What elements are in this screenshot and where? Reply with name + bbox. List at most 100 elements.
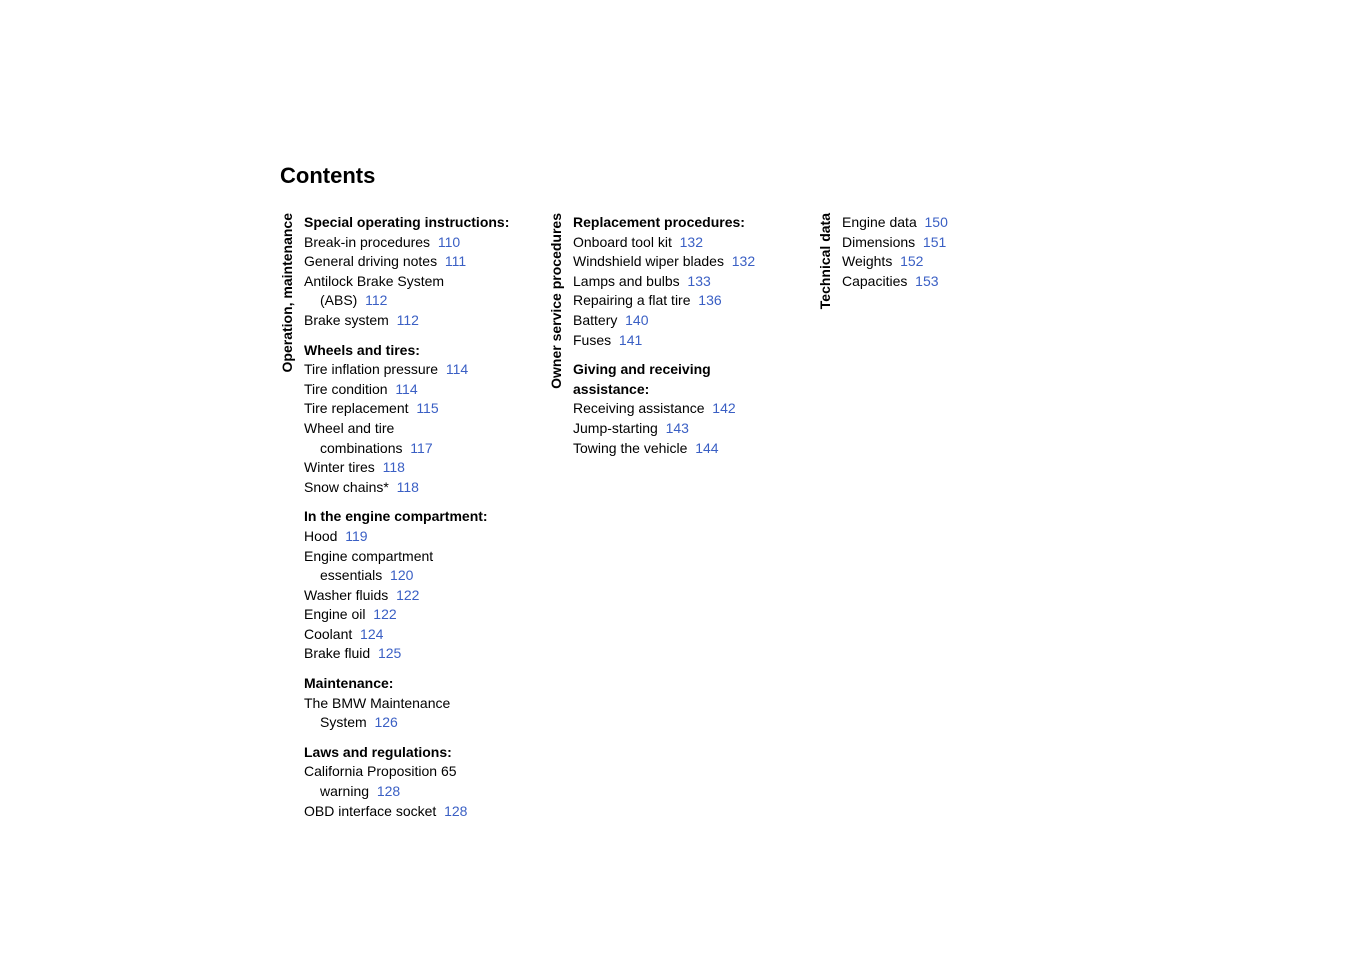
toc-entry: General driving notes 111 — [304, 252, 539, 272]
entry-text: Tire inflation pressure — [304, 361, 438, 377]
page-link[interactable]: 117 — [410, 440, 432, 456]
page-link[interactable]: 132 — [732, 253, 755, 269]
toc-entry: Brake fluid 125 — [304, 644, 539, 664]
entry-text: Receiving assistance — [573, 400, 705, 416]
entry-text: Repairing a flat tire — [573, 292, 691, 308]
entry-cont-text: warning — [320, 783, 369, 799]
entry-continuation: (ABS) 112 — [304, 291, 539, 311]
toc-entry: Winter tires 118 — [304, 458, 539, 478]
entry-text: Snow chains* — [304, 479, 389, 495]
page-link[interactable]: 136 — [698, 292, 721, 308]
entry-text: Windshield wiper blades — [573, 253, 724, 269]
entry-text: Hood — [304, 528, 337, 544]
page-title: Contents — [280, 163, 1080, 189]
page-link[interactable]: 114 — [446, 361, 468, 377]
page-link[interactable]: 141 — [619, 332, 642, 348]
columns-container: Operation, maintenanceSpecial operating … — [280, 213, 1080, 821]
entry-text: Winter tires — [304, 459, 375, 475]
page-link[interactable]: 124 — [360, 626, 383, 642]
entry-text: The BMW Maintenance — [304, 695, 450, 711]
page-link[interactable]: 128 — [377, 783, 400, 799]
toc-entry: Engine compartmentessentials 120 — [304, 547, 539, 586]
entry-cont-text: (ABS) — [320, 292, 357, 308]
page-link[interactable]: 122 — [396, 587, 419, 603]
page-link[interactable]: 143 — [666, 420, 689, 436]
entry-text: Brake system — [304, 312, 389, 328]
entry-text: OBD interface socket — [304, 803, 436, 819]
entry-text: Towing the vehicle — [573, 440, 687, 456]
toc-entry: OBD interface socket 128 — [304, 802, 539, 822]
toc-entry: Battery 140 — [573, 311, 808, 331]
entry-text: Antilock Brake System — [304, 273, 444, 289]
page-link[interactable]: 118 — [397, 479, 419, 495]
entry-text: Brake fluid — [304, 645, 370, 661]
section-heading: Maintenance: — [304, 674, 539, 694]
section-heading: In the engine compartment: — [304, 507, 539, 527]
column-vertical-label: Technical data — [818, 213, 832, 311]
page-link[interactable]: 111 — [445, 253, 466, 269]
page-link[interactable]: 114 — [395, 381, 417, 397]
page-link[interactable]: 112 — [365, 292, 387, 308]
page-link[interactable]: 140 — [625, 312, 648, 328]
toc-entry: Jump-starting 143 — [573, 419, 808, 439]
toc-entry: Repairing a flat tire 136 — [573, 291, 808, 311]
entry-text: Engine oil — [304, 606, 366, 622]
page-link[interactable]: 142 — [712, 400, 735, 416]
toc-entry: Weights 152 — [842, 252, 1077, 272]
entry-text: Washer fluids — [304, 587, 388, 603]
toc-entry: Fuses 141 — [573, 331, 808, 351]
toc-entry: Washer fluids 122 — [304, 586, 539, 606]
page-link[interactable]: 144 — [695, 440, 718, 456]
entry-text: Onboard tool kit — [573, 234, 672, 250]
column-body: Engine data 150Dimensions 151Weights 152… — [842, 213, 1087, 291]
section-heading: Replacement procedures: — [573, 213, 808, 233]
entry-continuation: System 126 — [304, 713, 539, 733]
page-link[interactable]: 152 — [900, 253, 923, 269]
toc-entry: Brake system 112 — [304, 311, 539, 331]
toc-entry: Windshield wiper blades 132 — [573, 252, 808, 272]
entry-text: Tire condition — [304, 381, 388, 397]
page-link[interactable]: 132 — [680, 234, 703, 250]
page-link[interactable]: 153 — [915, 273, 938, 289]
toc-entry: Engine data 150 — [842, 213, 1077, 233]
entry-cont-text: combinations — [320, 440, 403, 456]
section-heading: Laws and regulations: — [304, 743, 539, 763]
toc-entry: The BMW Maintenance System 126 — [304, 694, 539, 733]
contents-page: Contents Operation, maintenanceSpecial o… — [280, 163, 1080, 821]
page-link[interactable]: 128 — [444, 803, 467, 819]
page-link[interactable]: 150 — [925, 214, 948, 230]
entry-text: Coolant — [304, 626, 352, 642]
page-link[interactable]: 122 — [373, 606, 396, 622]
toc-entry: Onboard tool kit 132 — [573, 233, 808, 253]
page-link[interactable]: 120 — [390, 567, 413, 583]
column-body: Special operating instructions:Break-in … — [304, 213, 549, 821]
page-link[interactable]: 151 — [923, 234, 946, 250]
page-link[interactable]: 126 — [374, 714, 397, 730]
page-link[interactable]: 118 — [383, 459, 405, 475]
section-heading: Giving and receivingassistance: — [573, 360, 808, 399]
entry-text: Capacities — [842, 273, 907, 289]
page-link[interactable]: 115 — [416, 400, 438, 416]
toc-entry: Tire inflation pressure 114 — [304, 360, 539, 380]
entry-text: California Proposition 65 — [304, 763, 457, 779]
page-link[interactable]: 112 — [397, 312, 419, 328]
entry-text: Break-in procedures — [304, 234, 430, 250]
column: Owner service procedures Replacement proc… — [549, 213, 818, 458]
page-link[interactable]: 133 — [687, 273, 710, 289]
entry-continuation: combinations 117 — [304, 439, 539, 459]
column-vertical-label: Owner service procedures — [549, 213, 563, 391]
page-link[interactable]: 110 — [438, 234, 460, 250]
toc-entry: Break-in procedures 110 — [304, 233, 539, 253]
entry-cont-text: System — [320, 714, 367, 730]
entry-text: General driving notes — [304, 253, 437, 269]
page-link[interactable]: 119 — [345, 528, 367, 544]
entry-continuation: essentials 120 — [304, 566, 539, 586]
entry-text: Wheel and tire — [304, 420, 394, 436]
entry-continuation: warning 128 — [304, 782, 539, 802]
entry-text: Tire replacement — [304, 400, 409, 416]
toc-entry: Antilock Brake System (ABS) 112 — [304, 272, 539, 311]
page-link[interactable]: 125 — [378, 645, 401, 661]
toc-entry: Hood 119 — [304, 527, 539, 547]
entry-cont-text: essentials — [320, 567, 382, 583]
toc-entry: Wheel and tire combinations 117 — [304, 419, 539, 458]
